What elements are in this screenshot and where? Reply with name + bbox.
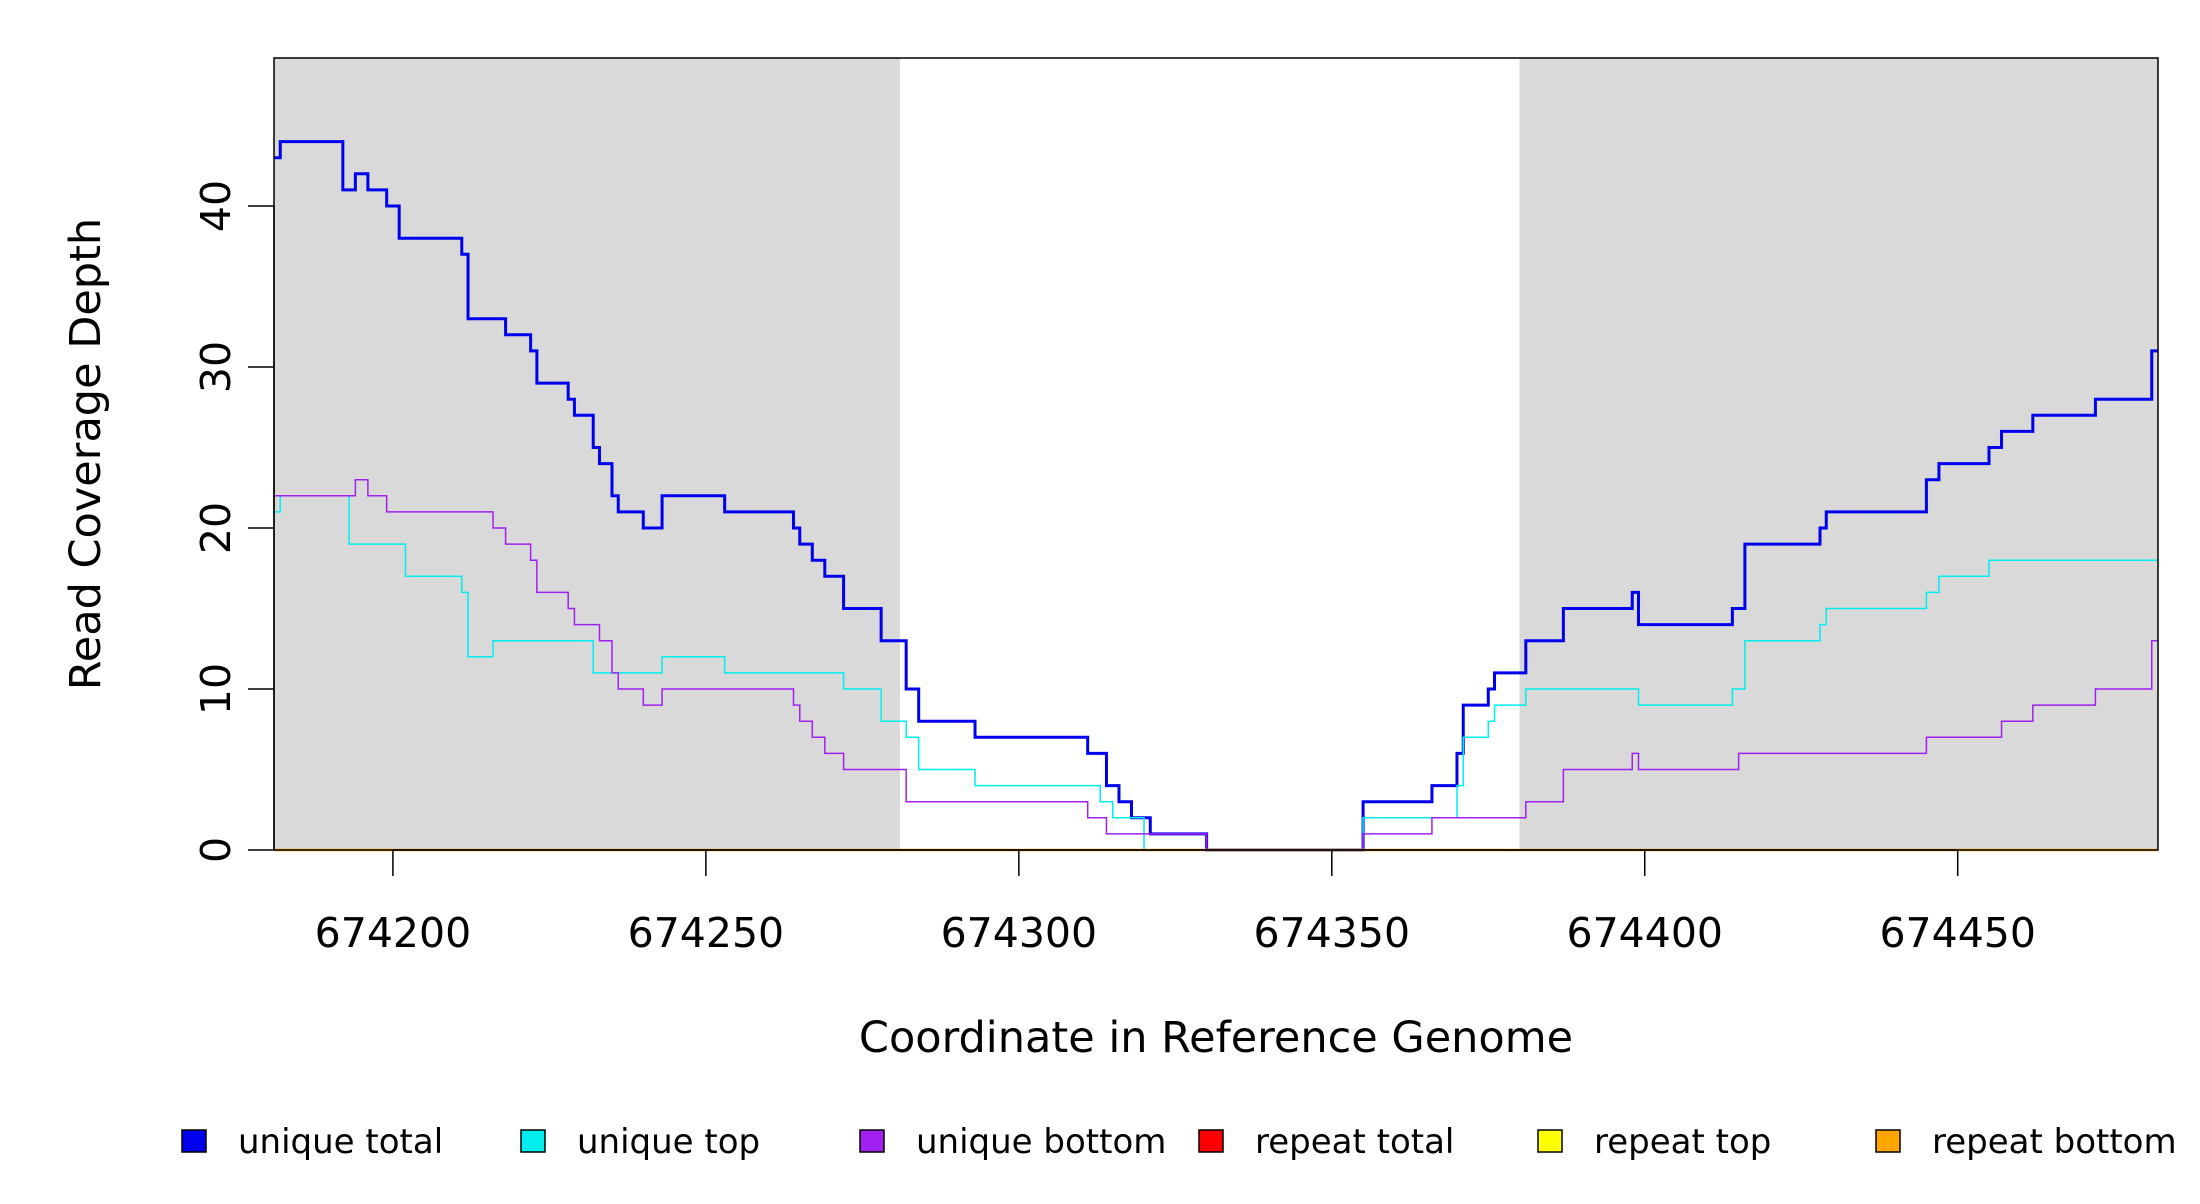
x-tick-label: 674450 bbox=[1879, 909, 2036, 957]
legend-item: unique top bbox=[520, 1122, 760, 1162]
series-line-unique-total bbox=[274, 140, 2158, 852]
series-line-unique-top bbox=[274, 495, 2158, 851]
shaded-regions bbox=[274, 58, 2158, 850]
legend-label: unique top bbox=[577, 1122, 760, 1162]
y-tick-label: 10 bbox=[192, 663, 240, 715]
legend-label: repeat top bbox=[1594, 1122, 1771, 1162]
x-tick-label: 674350 bbox=[1254, 909, 1411, 957]
legend-label: repeat bottom bbox=[1932, 1122, 2177, 1162]
series-line-unique-bottom bbox=[274, 478, 2158, 851]
legend-swatch bbox=[181, 1129, 207, 1153]
legend-swatch bbox=[1198, 1129, 1224, 1153]
legend-swatch bbox=[520, 1129, 546, 1153]
y-tick-label: 30 bbox=[192, 341, 240, 393]
legend-item: repeat total bbox=[1198, 1122, 1454, 1162]
x-axis: 674200 674250 674300 674350 674400 674450 bbox=[315, 849, 2036, 957]
legend-item: unique bottom bbox=[859, 1122, 1166, 1162]
legend-item: repeat top bbox=[1537, 1122, 1771, 1162]
legend-swatch bbox=[1875, 1129, 1901, 1153]
y-axis: 0 10 20 30 40 bbox=[192, 180, 275, 863]
legend: unique total unique top unique bottom repea… bbox=[181, 1122, 2177, 1162]
legend-label: unique bottom bbox=[916, 1122, 1166, 1162]
legend-label: repeat total bbox=[1255, 1122, 1454, 1162]
legend-item: unique total bbox=[181, 1122, 443, 1162]
y-axis-label: Read Coverage Depth bbox=[61, 218, 111, 690]
legend-item: repeat bottom bbox=[1875, 1122, 2177, 1162]
x-tick-label: 674300 bbox=[941, 909, 1098, 957]
legend-swatch bbox=[859, 1129, 885, 1153]
legend-swatch bbox=[1537, 1129, 1563, 1153]
y-tick-label: 20 bbox=[192, 502, 240, 554]
x-axis-label: Coordinate in Reference Genome bbox=[859, 1013, 1573, 1063]
y-tick-label: 40 bbox=[192, 180, 240, 232]
legend-label: unique total bbox=[238, 1122, 443, 1162]
x-tick-label: 674200 bbox=[315, 909, 472, 957]
y-tick-label: 0 bbox=[192, 837, 240, 863]
x-tick-label: 674400 bbox=[1566, 909, 1723, 957]
x-tick-label: 674250 bbox=[628, 909, 785, 957]
shaded-region bbox=[1519, 58, 2158, 850]
